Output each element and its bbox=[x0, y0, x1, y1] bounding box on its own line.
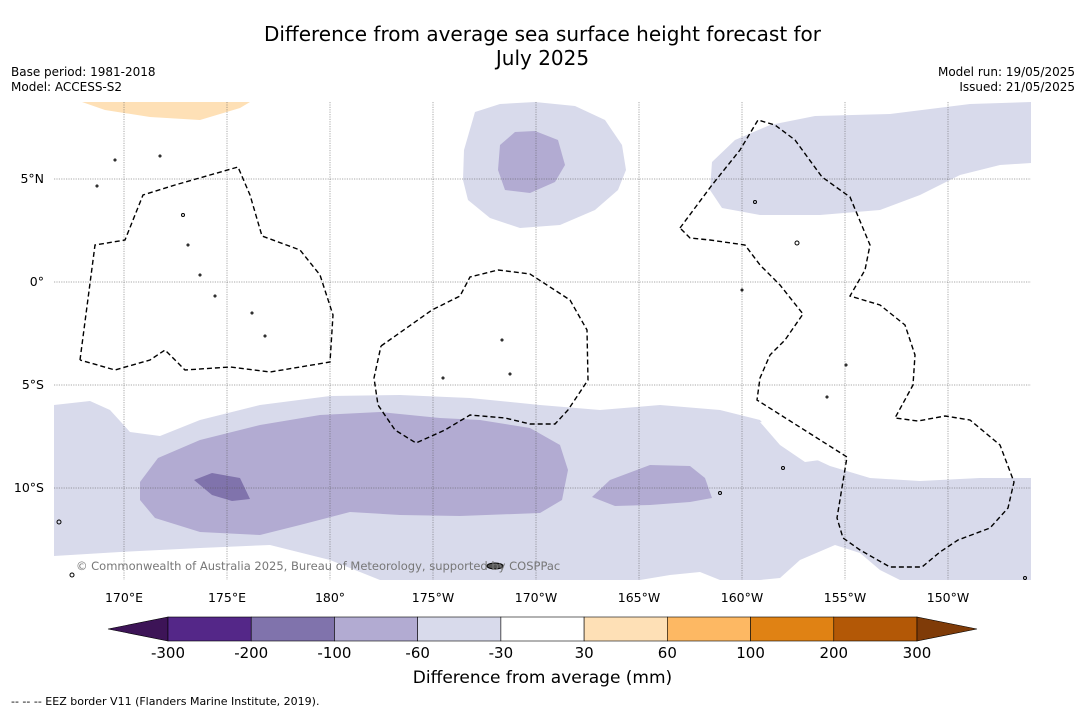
map-plot-area: © Commonwealth of Australia 2025, Bureau… bbox=[54, 102, 1031, 580]
colorbar-tick-label: 60 bbox=[658, 644, 677, 662]
latitude-labels: 5°N 0° 5°S 10°S bbox=[14, 171, 44, 495]
colorbar-extend-low bbox=[107, 616, 169, 642]
colorbar bbox=[107, 616, 978, 642]
base-period: Base period: 1981-2018 bbox=[11, 65, 156, 79]
lat-label: 0° bbox=[30, 274, 44, 289]
colorbar-tick-label: 30 bbox=[575, 644, 594, 662]
island bbox=[158, 154, 162, 158]
island bbox=[250, 311, 254, 315]
lon-label: 175°W bbox=[412, 590, 454, 605]
colorbar-tick-label: -300 bbox=[151, 644, 185, 662]
colorbar-bin bbox=[250, 616, 335, 642]
island bbox=[95, 184, 99, 188]
chart-title: Difference from average sea surface heig… bbox=[0, 22, 1085, 70]
island bbox=[844, 363, 848, 367]
title-line-1: Difference from average sea surface heig… bbox=[263, 22, 822, 46]
anomaly-region-light-northeast bbox=[710, 102, 1031, 215]
colorbar-bin bbox=[500, 616, 585, 642]
eez-border-tokelau bbox=[373, 269, 589, 444]
issued-date: Issued: 21/05/2025 bbox=[959, 80, 1075, 94]
colorbar-tick-label: 200 bbox=[819, 644, 848, 662]
island bbox=[213, 294, 217, 298]
colorbar-tick-label: -60 bbox=[405, 644, 430, 662]
anomaly-region-mid-southcentral bbox=[592, 465, 712, 506]
lon-label: 165°W bbox=[618, 590, 660, 605]
lon-label: 175°E bbox=[208, 590, 246, 605]
colorbar-ticks: -300 -200 -100 -60 -30 30 60 100 200 300 bbox=[151, 644, 931, 662]
colorbar-title: Difference from average (mm) bbox=[412, 668, 673, 688]
island bbox=[500, 338, 504, 342]
colorbar-extend-high bbox=[916, 616, 978, 642]
eez-borders bbox=[79, 119, 1015, 568]
eez-legend-note: -- -- -- EEZ border V11 (Flanders Marine… bbox=[11, 695, 320, 708]
colorbar-bin bbox=[334, 616, 418, 642]
island bbox=[794, 240, 800, 246]
colorbar-tick-label: 300 bbox=[903, 644, 932, 662]
colorbar-bin bbox=[750, 616, 835, 642]
colorbar-tick-label: -200 bbox=[234, 644, 268, 662]
island bbox=[508, 372, 512, 376]
anomaly-region-mid-north bbox=[498, 131, 565, 193]
island bbox=[56, 519, 62, 525]
gridlines bbox=[54, 102, 1031, 580]
model-run: Model run: 19/05/2025 bbox=[937, 65, 1075, 79]
colorbar-tick-label: 100 bbox=[736, 644, 765, 662]
anomaly-region-neutral bbox=[760, 422, 835, 462]
lon-label: 170°W bbox=[515, 590, 557, 605]
island bbox=[181, 213, 185, 217]
island bbox=[740, 288, 744, 292]
copyright-text: © Commonwealth of Australia 2025, Bureau… bbox=[76, 559, 560, 573]
lon-label: 160°W bbox=[721, 590, 763, 605]
island bbox=[186, 243, 190, 247]
island bbox=[753, 200, 757, 204]
lon-label: 170°E bbox=[105, 590, 143, 605]
eez-border-kiribati-line bbox=[679, 119, 1015, 568]
colorbar-bin bbox=[667, 616, 751, 642]
lat-label: 5°S bbox=[22, 377, 44, 392]
colorbar-bin bbox=[417, 616, 502, 642]
islands bbox=[56, 154, 1027, 580]
lat-label: 5°N bbox=[20, 171, 44, 186]
colorbar-bin bbox=[583, 616, 668, 642]
colorbar-tick-label: -100 bbox=[317, 644, 351, 662]
island bbox=[69, 572, 75, 578]
island bbox=[781, 466, 785, 470]
lon-label: 180° bbox=[315, 590, 345, 605]
lon-label: 155°W bbox=[824, 590, 866, 605]
island bbox=[825, 395, 829, 399]
lon-label: 150°W bbox=[927, 590, 969, 605]
island bbox=[718, 491, 722, 495]
anomaly-region-positive bbox=[82, 102, 250, 120]
longitude-labels: 170°E 175°E 180° 175°W 170°W 165°W 160°W… bbox=[105, 590, 969, 605]
island bbox=[113, 158, 117, 162]
eez-border-tuvalu-kiribati-west bbox=[79, 166, 334, 373]
anomaly-region-dark-southwest bbox=[194, 473, 250, 501]
island bbox=[198, 273, 202, 277]
colorbar-tick-label: -30 bbox=[489, 644, 514, 662]
model-name: Model: ACCESS-S2 bbox=[11, 80, 123, 94]
lat-label: 10°S bbox=[14, 480, 44, 495]
anomaly-region-mid-southwest bbox=[140, 412, 568, 535]
colorbar-bin bbox=[167, 616, 252, 642]
meta-right: Model run: 19/05/2025 Issued: 21/05/2025 bbox=[938, 65, 1075, 95]
meta-left: Base period: 1981-2018 Model: ACCESS-S2 bbox=[11, 65, 156, 95]
island bbox=[1023, 576, 1027, 580]
island bbox=[263, 334, 267, 338]
island bbox=[486, 562, 504, 570]
island bbox=[441, 376, 445, 380]
title-line-2: July 2025 bbox=[495, 46, 590, 70]
colorbar-bin bbox=[833, 616, 918, 642]
